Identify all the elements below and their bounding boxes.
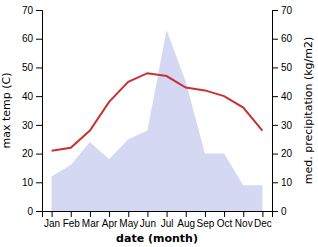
tick: 10: [22, 177, 42, 188]
y2-axis: 0 10 20 30 40 50 60 70: [272, 5, 293, 217]
tick-label: 0: [281, 206, 287, 217]
tick-mark: [272, 125, 278, 126]
tick: Jun: [140, 211, 156, 229]
tick: 30: [272, 120, 293, 131]
temperature-line: [52, 73, 263, 151]
tick: Dec: [254, 211, 272, 229]
tick-mark: [36, 125, 42, 126]
tick-label: Jan: [44, 218, 60, 229]
tick-label: 60: [22, 33, 34, 44]
tick: 50: [272, 62, 293, 73]
tick-label: 30: [281, 120, 293, 131]
tick-mark: [272, 182, 278, 183]
tick-label: 10: [281, 177, 293, 188]
tick-mark: [90, 211, 91, 217]
tick: 40: [272, 91, 293, 102]
tick-mark: [71, 211, 72, 217]
axis-line: [43, 212, 273, 218]
tick: Sep: [197, 211, 215, 229]
tick-mark: [272, 211, 278, 212]
tick: 30: [22, 120, 42, 131]
tick: 60: [22, 33, 42, 44]
tick-mark: [272, 154, 278, 155]
tick-label: 70: [281, 5, 293, 16]
tick-mark: [36, 10, 42, 11]
tick-mark: [272, 96, 278, 97]
tick-mark: [128, 211, 129, 217]
tick-mark: [52, 211, 53, 217]
tick-label: Apr: [102, 218, 118, 229]
tick-label: Dec: [254, 218, 272, 229]
tick: 0: [27, 206, 42, 217]
tick: 20: [22, 148, 42, 159]
tick-label: Mar: [82, 218, 100, 229]
axis-line: [36, 11, 43, 212]
tick-label: Jul: [161, 218, 174, 229]
tick: Jan: [44, 211, 60, 229]
tick-mark: [243, 211, 244, 217]
tick: Oct: [217, 211, 233, 229]
tick: Aug: [177, 211, 195, 229]
tick-label: Feb: [63, 218, 81, 229]
tick: 50: [22, 62, 42, 73]
tick-mark: [186, 211, 187, 217]
tick-mark: [36, 182, 42, 183]
x-axis-title: date (month): [116, 232, 198, 245]
tick-label: 30: [22, 120, 34, 131]
tick: Apr: [102, 211, 118, 229]
tick-mark: [205, 211, 206, 217]
y-axis-title: max temp (C): [0, 72, 13, 148]
tick: Feb: [63, 211, 81, 229]
tick-mark: [272, 67, 278, 68]
axis-line: [273, 11, 279, 212]
tick-label: 50: [281, 62, 293, 73]
tick-label: 60: [281, 33, 293, 44]
tick-label: 40: [22, 91, 34, 102]
tick-mark: [36, 67, 42, 68]
y2-axis-title: med. precipitation (kg/m2): [302, 37, 315, 185]
tick-mark: [36, 154, 42, 155]
tick: May: [119, 211, 138, 229]
tick-mark: [109, 211, 110, 217]
tick-mark: [36, 39, 42, 40]
tick: 10: [272, 177, 293, 188]
tick: Jul: [161, 211, 174, 229]
precipitation-area: [52, 30, 263, 211]
tick-mark: [272, 10, 278, 11]
tick: 70: [22, 5, 42, 16]
tick-label: Nov: [235, 218, 253, 229]
tick-label: Aug: [177, 218, 195, 229]
tick-mark: [36, 211, 42, 212]
chart: JanFebMarAprMayJun JulAugSepOctNovDec 0 10 2…: [0, 0, 318, 247]
tick-label: 50: [22, 62, 34, 73]
tick-label: 20: [22, 148, 34, 159]
tick-label: 70: [22, 5, 34, 16]
tick-label: Oct: [217, 218, 233, 229]
tick: Mar: [82, 211, 100, 229]
tick-label: Sep: [197, 218, 215, 229]
tick-label: 20: [281, 148, 293, 159]
tick-label: 40: [281, 91, 293, 102]
tick-mark: [167, 211, 168, 217]
tick: 60: [272, 33, 293, 44]
plot: JanFebMarAprMayJun JulAugSepOctNovDec 0 10 2…: [0, 5, 315, 245]
tick-mark: [36, 96, 42, 97]
tick-mark: [272, 39, 278, 40]
y-axis: 0 10 20 30 40 50 60 70: [22, 5, 43, 217]
tick: 20: [272, 148, 293, 159]
tick: 40: [22, 91, 42, 102]
tick-label: 0: [27, 206, 33, 217]
tick-label: 10: [22, 177, 34, 188]
marks: [52, 30, 263, 211]
tick: Nov: [235, 211, 253, 229]
tick-mark: [224, 211, 225, 217]
tick: 70: [272, 5, 293, 16]
tick-mark: [262, 211, 263, 217]
x-axis: JanFebMarAprMayJun JulAugSepOctNovDec: [43, 211, 273, 229]
tick-label: Jun: [140, 218, 156, 229]
tick-mark: [147, 211, 148, 217]
tick-label: May: [119, 218, 138, 229]
tick: 0: [272, 206, 287, 217]
